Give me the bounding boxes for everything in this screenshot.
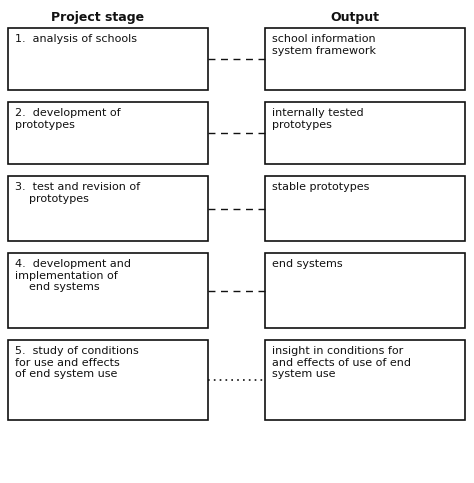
Text: end systems: end systems (272, 259, 343, 269)
Text: 4.  development and
implementation of
    end systems: 4. development and implementation of end… (15, 259, 131, 292)
Text: 2.  development of
prototypes: 2. development of prototypes (15, 108, 120, 129)
Bar (8, 340, 208, 420)
Bar (265, 253, 465, 328)
Bar (265, 176, 465, 241)
Text: insight in conditions for
and effects of use of end
system use: insight in conditions for and effects of… (272, 346, 411, 379)
Bar (265, 340, 465, 420)
Bar (8, 28, 208, 90)
Text: school information
system framework: school information system framework (272, 34, 376, 56)
Text: 5.  study of conditions
for use and effects
of end system use: 5. study of conditions for use and effec… (15, 346, 139, 379)
Text: 3.  test and revision of
    prototypes: 3. test and revision of prototypes (15, 182, 140, 204)
Text: Output: Output (330, 11, 380, 24)
Bar (265, 102, 465, 164)
Text: Project stage: Project stage (52, 11, 145, 24)
Text: internally tested
prototypes: internally tested prototypes (272, 108, 364, 129)
Text: 1.  analysis of schools: 1. analysis of schools (15, 34, 137, 44)
Bar (265, 28, 465, 90)
Bar (8, 176, 208, 241)
Bar (8, 102, 208, 164)
Text: stable prototypes: stable prototypes (272, 182, 369, 192)
Bar (8, 253, 208, 328)
